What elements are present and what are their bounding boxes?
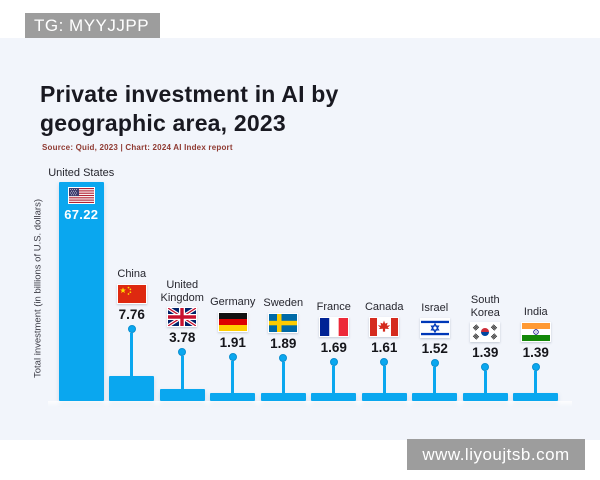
israel-flag-icon	[419, 317, 450, 338]
bar-column-united-states: United States 67.22	[48, 163, 114, 401]
bar-sweden	[260, 393, 306, 401]
france-flag-icon	[318, 316, 349, 337]
value-label-canada: 1.61	[371, 339, 398, 355]
value-label-india: 1.39	[522, 344, 549, 360]
south-korea-flag-icon	[470, 322, 501, 342]
bar-column-united-kingdom: United Kingdom 3.78	[157, 163, 208, 401]
value-label-south-korea: 1.39	[472, 345, 499, 360]
lollipop-dot-south-korea	[481, 363, 490, 371]
lollipop-dot-china	[127, 324, 136, 333]
bar-israel	[412, 393, 458, 401]
country-label-united-kingdom: United Kingdom	[160, 279, 204, 304]
telegram-watermark-text: TG: MYYJJPP	[34, 15, 150, 35]
lollipop-dot-germany	[228, 352, 237, 361]
sweden-flag-icon	[268, 312, 299, 333]
telegram-watermark-badge: TG: MYYJJPP	[25, 13, 160, 38]
lollipop-dot-israel	[430, 358, 439, 367]
bar-column-france: France 1.69	[309, 163, 360, 401]
value-label-germany: 1.91	[219, 334, 246, 350]
value-label-united-states: 67.22	[64, 206, 99, 222]
bar-germany	[210, 393, 256, 401]
y-axis-label: Total investment (in billions of U.S. do…	[32, 199, 44, 379]
website-watermark-badge: www.liyoujtsb.com	[407, 439, 585, 470]
bar-column-china: China 7.76	[107, 163, 158, 401]
website-watermark-text: www.liyoujtsb.com	[422, 444, 570, 464]
country-label-india: India	[523, 306, 548, 318]
chart-source-note: Source: Quid, 2023 | Chart: 2024 AI Inde…	[42, 143, 233, 152]
country-label-china: China	[117, 268, 147, 280]
bar-column-canada: Canada 1.61	[359, 163, 410, 401]
lollipop-stem-sweden	[281, 361, 285, 393]
lollipop-stem-india	[534, 370, 538, 393]
country-label-sweden: Sweden	[263, 297, 304, 309]
chart-title: Private investment in AI by geographic a…	[40, 81, 339, 136]
germany-flag-icon	[217, 311, 248, 332]
country-label-south-korea: South Korea	[470, 294, 500, 319]
lollipop-stem-south-korea	[483, 371, 487, 393]
value-label-israel: 1.52	[421, 340, 448, 356]
bar-plot-area: United States 67.22 China 7.76 United Kingdo…	[48, 163, 572, 407]
lollipop-dot-france	[329, 357, 338, 366]
country-label-israel: Israel	[421, 302, 449, 314]
bar-south-korea	[462, 393, 508, 401]
lollipop-stem-france	[332, 365, 336, 393]
country-label-united-states: United States	[48, 167, 115, 179]
bar-canada	[361, 393, 407, 401]
us-flag-icon	[67, 186, 95, 204]
canada-flag-icon	[369, 316, 400, 337]
bar-column-israel: Israel 1.52	[410, 163, 461, 401]
value-label-united-kingdom: 3.78	[169, 330, 196, 345]
bar-column-india: India 1.39	[511, 163, 562, 401]
country-label-france: France	[316, 301, 351, 313]
bar-column-south-korea: South Korea 1.39	[460, 163, 511, 401]
uk-flag-icon	[167, 307, 198, 327]
chart-panel: Private investment in AI by geographic a…	[0, 38, 600, 440]
bar-india	[513, 393, 559, 401]
value-label-sweden: 1.89	[270, 335, 297, 351]
bar-column-sweden: Sweden 1.89	[258, 163, 309, 401]
lollipop-stem-china	[130, 332, 134, 376]
bar-france	[311, 393, 357, 401]
lollipop-stem-canada	[382, 365, 386, 393]
india-flag-icon	[520, 321, 551, 342]
lollipop-stem-germany	[231, 360, 235, 393]
country-label-germany: Germany	[210, 296, 256, 308]
lollipop-dot-united-kingdom	[178, 348, 187, 356]
value-label-france: 1.69	[320, 339, 347, 355]
lollipop-dot-india	[531, 362, 540, 371]
bar-china	[109, 376, 155, 401]
value-label-china: 7.76	[118, 306, 145, 322]
bar-united-kingdom	[159, 389, 205, 401]
china-flag-icon	[116, 283, 147, 304]
lollipop-dot-canada	[380, 357, 389, 366]
bar-column-germany: Germany 1.91	[208, 163, 259, 401]
lollipop-stem-israel	[433, 366, 437, 393]
country-label-canada: Canada	[364, 301, 404, 313]
lollipop-dot-sweden	[279, 353, 288, 362]
lollipop-stem-united-kingdom	[180, 356, 184, 389]
bar-united-states: 67.22	[58, 181, 104, 401]
